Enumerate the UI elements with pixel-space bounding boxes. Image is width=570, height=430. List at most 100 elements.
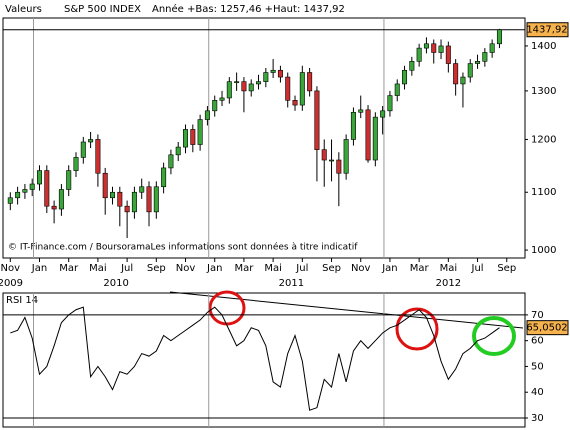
x-tick-label: Nov: [176, 263, 196, 274]
candle-body: [29, 183, 35, 190]
candle-body: [270, 69, 276, 73]
candle-body: [475, 61, 481, 64]
price-panel: [2, 17, 526, 259]
candle-body: [358, 109, 364, 113]
candle-body: [277, 69, 283, 78]
candle-body: [66, 170, 72, 190]
last-value-box: [526, 320, 569, 336]
candle-body: [212, 100, 218, 112]
x-tick-label: Jan: [206, 263, 222, 274]
candle-body: [453, 63, 459, 85]
candle-body: [88, 139, 94, 143]
rsi-title: RSI 14: [6, 295, 38, 306]
x-tick-label: Mai: [440, 263, 458, 274]
y-tick-label: 40: [531, 387, 544, 398]
candle-body: [7, 197, 13, 204]
y-tick-label: 30: [531, 413, 544, 424]
year-label: 2011: [279, 278, 304, 289]
x-tick-label: Sep: [322, 263, 341, 274]
candle-body: [22, 189, 28, 193]
x-tick-label: Mar: [59, 263, 79, 274]
last-value-box: [526, 22, 569, 38]
rsi-panel: [2, 292, 526, 428]
candle-body: [402, 69, 408, 85]
candle-body: [489, 43, 495, 53]
green-circle: [472, 316, 516, 356]
candle-body: [37, 170, 43, 185]
x-tick-label: Jan: [31, 263, 47, 274]
candle-body: [394, 83, 400, 96]
x-tick-label: Mar: [410, 263, 430, 274]
x-tick-label: Mai: [264, 263, 282, 274]
red-circle: [208, 290, 246, 326]
y-tick-label: 70: [531, 310, 544, 321]
candle-body: [372, 116, 378, 161]
candle-body: [139, 186, 145, 193]
year-label: 2010: [103, 278, 128, 289]
candle-body: [314, 90, 320, 150]
rsi-line: [10, 306, 500, 411]
candle-body: [58, 189, 64, 210]
red-circle: [395, 307, 439, 351]
trend-line: [169, 291, 524, 329]
last-value-label: 65,0502: [526, 323, 567, 334]
chart-subtitle: Année +Bas: 1257,46 +Haut: 1437,92: [152, 3, 345, 15]
candle-body: [175, 146, 181, 156]
candle-body: [336, 159, 342, 174]
candle-body: [44, 170, 50, 207]
x-tick-label: Jul: [295, 263, 308, 274]
candle-body: [80, 141, 86, 158]
candle-body: [131, 191, 137, 213]
x-tick-label: Jan: [381, 263, 397, 274]
candle-body: [496, 29, 502, 45]
candle-body: [343, 139, 349, 174]
candle-body: [248, 83, 254, 92]
candle-body: [117, 191, 123, 207]
candle-body: [226, 81, 232, 99]
candle-body: [73, 157, 79, 171]
candle-body: [146, 186, 152, 213]
candle-body: [15, 191, 21, 199]
y-tick-label: 1100: [531, 187, 556, 198]
candle-body: [285, 76, 291, 101]
candle-body: [482, 52, 488, 62]
candle-body: [409, 61, 415, 71]
candle-body: [102, 172, 108, 199]
x-tick-label: Nov: [351, 263, 371, 274]
candle-body: [190, 129, 196, 145]
x-tick-label: Jul: [120, 263, 133, 274]
candle-body: [110, 191, 116, 199]
candle-body: [219, 97, 225, 101]
candle-body: [241, 81, 247, 92]
y-tick-label: 1200: [531, 134, 556, 145]
candle-body: [299, 72, 305, 106]
candle-body: [431, 43, 437, 53]
candle-body: [365, 109, 371, 161]
candle-body: [329, 159, 335, 162]
source-note: © IT-Finance.com / BoursoramaLes informa…: [8, 242, 358, 253]
candle-body: [387, 95, 393, 112]
x-tick-label: Sep: [497, 263, 516, 274]
candle-body: [467, 63, 473, 78]
candle-body: [350, 111, 356, 140]
y-tick-label: 1300: [531, 86, 556, 97]
candle-body: [460, 76, 466, 85]
candle-body: [234, 81, 240, 83]
y-tick-label: 60: [531, 336, 544, 347]
x-tick-label: Mai: [89, 263, 107, 274]
candle-body: [321, 149, 327, 161]
candle-body: [183, 129, 189, 148]
candle-body: [380, 110, 386, 118]
candle-body: [256, 81, 262, 85]
candle-body: [263, 72, 269, 82]
last-value-label: 1437,92: [526, 25, 567, 36]
candle-body: [51, 205, 57, 210]
year-label: 2009: [0, 278, 23, 289]
chart-title: S&P 500 INDEX: [64, 4, 141, 15]
x-tick-label: Jul: [471, 263, 484, 274]
y-tick-label: 1400: [531, 41, 556, 52]
candle-body: [445, 45, 451, 64]
candle-body: [423, 43, 429, 49]
header-label: Valeurs: [5, 4, 42, 15]
